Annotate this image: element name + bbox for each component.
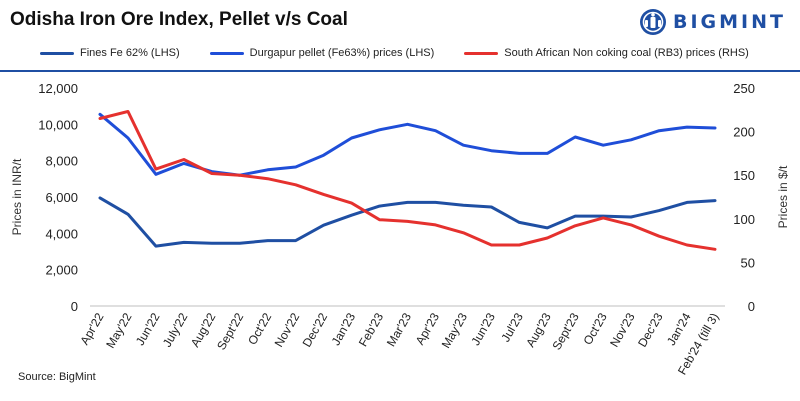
x-tick-label: Oct'23 [580, 310, 609, 347]
y-axis-label-left: Prices in INR/t [10, 158, 24, 235]
chart-title: Odisha Iron Ore Index, Pellet v/s Coal [10, 9, 348, 30]
y-tick-left: 12,000 [38, 81, 78, 96]
x-tick-label: Sept'23 [550, 310, 582, 352]
y-tick-right: 50 [741, 255, 755, 270]
y-tick-right: 250 [733, 81, 755, 96]
x-tick-label: Jun'23 [468, 310, 498, 348]
x-tick-label: Mar'23 [384, 310, 414, 349]
legend-label-fines: Fines Fe 62% (LHS) [80, 47, 180, 59]
bigmint-logo-icon [640, 9, 666, 35]
y-tick-right: 200 [733, 125, 755, 140]
series-line-0 [98, 196, 717, 248]
legend-label-pellet: Durgapur pellet (Fe63%) prices (LHS) [249, 47, 435, 59]
y-tick-left: 8,000 [45, 154, 78, 169]
y-tick-right: 150 [733, 168, 755, 183]
y-tick-left: 4,000 [45, 226, 78, 241]
y-axis-label-right: Prices in $/t [776, 165, 790, 228]
x-tick-label: Aug'23 [523, 310, 554, 349]
x-tick-label: Jan'23 [329, 310, 359, 348]
legend-item-fines: Fines Fe 62% (LHS) [40, 47, 180, 59]
x-tick-label: Apr'22 [77, 310, 106, 347]
y-tick-left: 0 [71, 299, 78, 314]
y-tick-left: 10,000 [38, 117, 78, 132]
y-tick-left: 6,000 [45, 190, 78, 205]
x-tick-label: Nov'22 [272, 310, 303, 349]
x-tick-label: May'23 [439, 310, 470, 350]
x-tick-label: Apr'23 [413, 310, 442, 347]
x-tick-label: Oct'22 [245, 310, 274, 347]
x-tick-label: Feb'23 [356, 310, 386, 349]
header-divider [0, 70, 800, 72]
series-line-1 [98, 112, 717, 177]
x-tick-label: Jan'24 [664, 310, 694, 348]
legend-item-pellet: Durgapur pellet (Fe63%) prices (LHS) [209, 47, 435, 59]
x-tick-label: Dec'23 [635, 310, 666, 349]
chart-legend: Fines Fe 62% (LHS) Durgapur pellet (Fe63… [40, 47, 790, 59]
bigmint-logo: BIGMINT [639, 8, 786, 36]
legend-label-coal: South African Non coking coal (RB3) pric… [504, 47, 749, 59]
x-tick-label: Aug'22 [188, 310, 219, 349]
y-tick-right: 0 [748, 299, 755, 314]
x-tick-label: July'22 [160, 310, 191, 349]
legend-swatch-fines [40, 51, 74, 55]
x-tick-label: Dec'22 [300, 310, 331, 349]
logo-wordmark: BIGMINT [673, 11, 786, 33]
x-tick-label: May'22 [103, 310, 134, 350]
x-tick-label: Nov'23 [607, 310, 638, 349]
series-line-2 [98, 110, 717, 251]
x-tick-label: Jul'23 [498, 310, 526, 344]
source-note: Source: BigMint [18, 371, 96, 383]
legend-item-coal: South African Non coking coal (RB3) pric… [464, 47, 749, 59]
y-tick-left: 2,000 [45, 263, 78, 278]
x-tick-label: Sept'22 [214, 310, 246, 352]
legend-swatch-coal [464, 51, 499, 55]
x-tick-label: Jun'22 [133, 310, 163, 348]
legend-swatch-pellet [209, 51, 244, 55]
y-tick-right: 100 [733, 212, 755, 227]
